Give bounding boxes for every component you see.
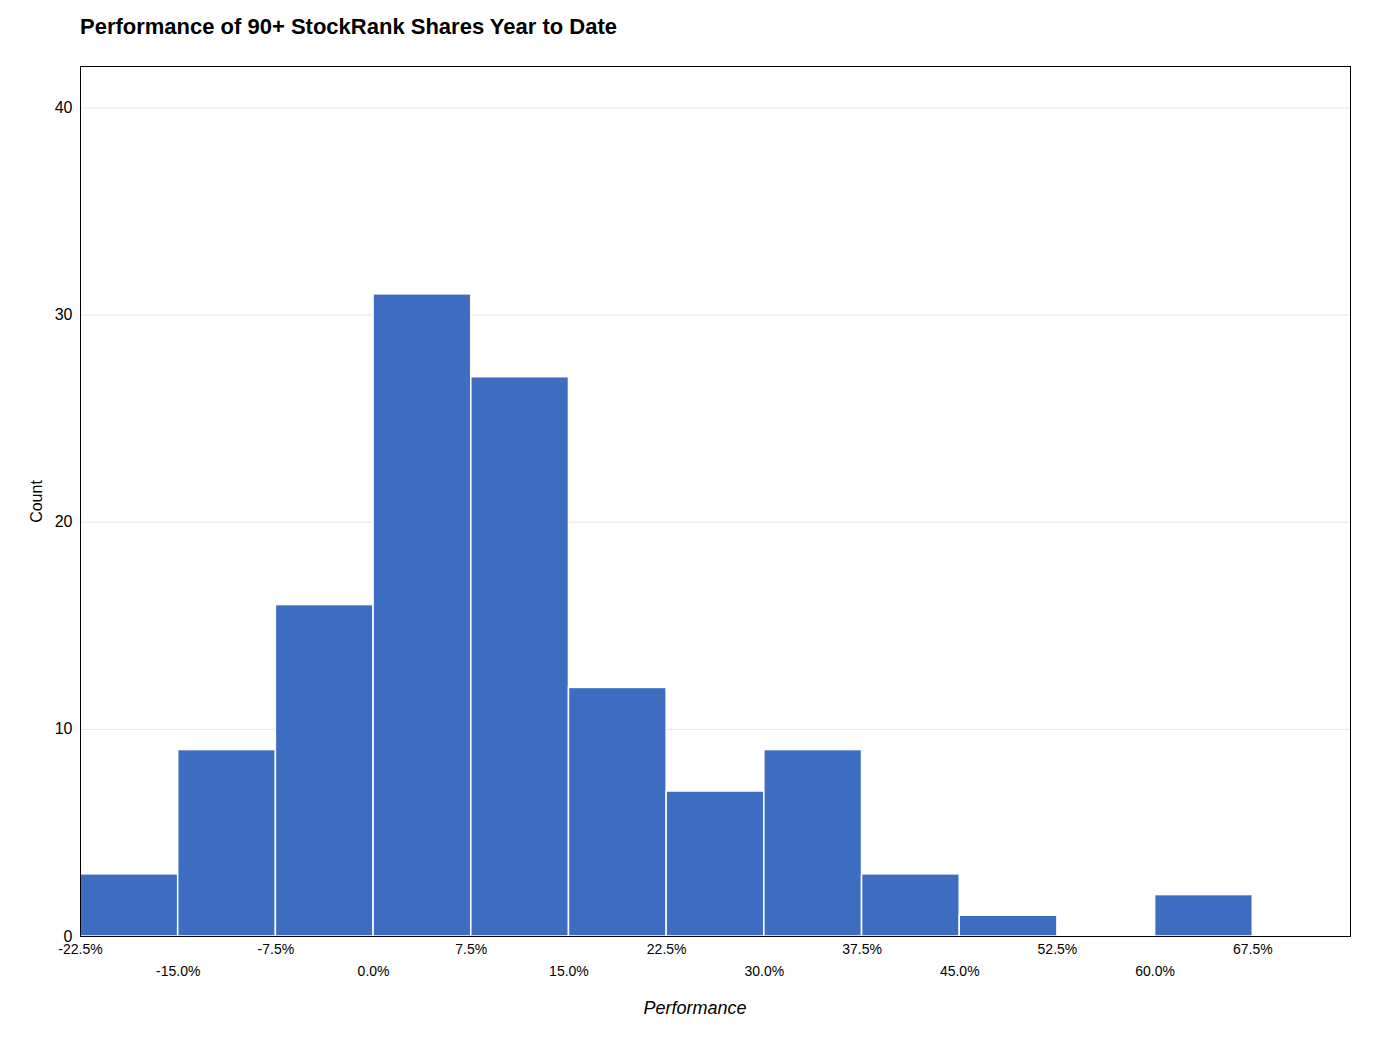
html-text:Performance of 90+ StockRank S: Performance of 90+ StockRank Shares Year… [80, 14, 617, 39]
svg-text:20: 20 [55, 513, 73, 530]
svg-text:10: 10 [55, 720, 73, 737]
svg-text:30: 30 [55, 306, 73, 323]
svg-text:40: 40 [55, 99, 73, 116]
svg-text:0.0%: 0.0% [358, 963, 390, 979]
svg-text:45.0%: 45.0% [940, 963, 980, 979]
svg-text:-7.5%: -7.5% [258, 941, 295, 957]
svg-text:30.0%: 30.0% [744, 963, 784, 979]
svg-text:0: 0 [63, 927, 73, 945]
html-text:Performance: Performance [643, 998, 747, 1018]
svg-text:-15.0%: -15.0% [156, 963, 200, 979]
svg-text:22.5%: 22.5% [647, 941, 687, 957]
svg-text:67.5%: 67.5% [1233, 941, 1273, 957]
svg-text:52.5%: 52.5% [1038, 941, 1078, 957]
svg-text:-22.5%: -22.5% [58, 941, 102, 957]
svg-text:60.0%: 60.0% [1135, 963, 1175, 979]
svg-text:15.0%: 15.0% [549, 963, 589, 979]
svg-text:Count: Count [28, 480, 45, 523]
svg-text:7.5%: 7.5% [455, 941, 487, 957]
svg-text:37.5%: 37.5% [842, 941, 882, 957]
